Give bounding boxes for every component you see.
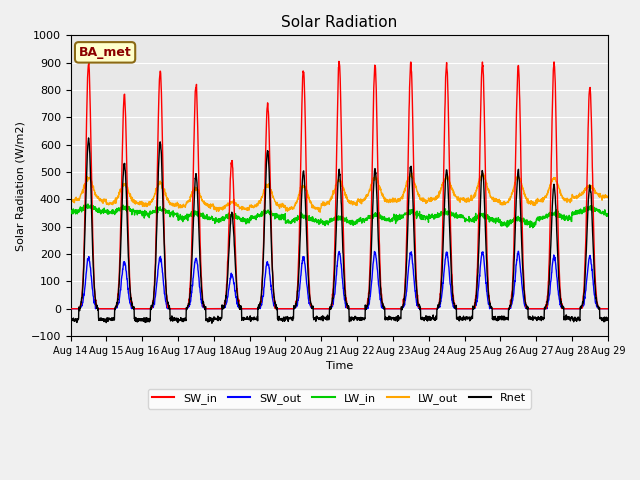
SW_out xyxy=(216,306,224,312)
LW_out xyxy=(572,195,579,201)
SW_in xyxy=(367,255,374,261)
Rnet xyxy=(67,316,74,322)
LW_in xyxy=(217,219,225,225)
LW_out xyxy=(557,189,564,195)
SW_in xyxy=(216,306,224,312)
SW_in xyxy=(604,306,611,312)
Line: SW_in: SW_in xyxy=(70,61,607,309)
Line: SW_out: SW_out xyxy=(70,251,607,309)
SW_out xyxy=(572,306,579,312)
SW_out xyxy=(67,306,74,312)
LW_out xyxy=(67,198,74,204)
Rnet xyxy=(355,317,363,323)
SW_out xyxy=(495,306,502,312)
LW_out xyxy=(216,206,224,212)
SW_out xyxy=(366,293,374,299)
Rnet xyxy=(572,317,579,323)
Line: Rnet: Rnet xyxy=(70,138,607,323)
SW_out xyxy=(355,306,362,312)
SW_in xyxy=(355,306,362,312)
SW_in xyxy=(67,306,74,312)
LW_in xyxy=(367,216,374,221)
Rnet xyxy=(604,315,611,321)
LW_in xyxy=(495,219,503,225)
LW_out xyxy=(408,170,415,176)
LW_out xyxy=(495,196,503,202)
LW_in xyxy=(84,201,92,207)
LW_out xyxy=(367,186,374,192)
Y-axis label: Solar Radiation (W/m2): Solar Radiation (W/m2) xyxy=(15,121,25,251)
SW_out xyxy=(556,302,564,308)
LW_in xyxy=(67,210,74,216)
LW_out xyxy=(604,194,611,200)
LW_out xyxy=(355,198,362,204)
Rnet xyxy=(208,320,216,326)
LW_in xyxy=(355,216,362,222)
SW_out xyxy=(515,248,522,254)
LW_in xyxy=(604,211,611,217)
LW_out xyxy=(316,209,324,215)
Rnet xyxy=(495,317,503,323)
Rnet xyxy=(84,135,92,141)
Text: BA_met: BA_met xyxy=(79,46,131,59)
Legend: SW_in, SW_out, LW_in, LW_out, Rnet: SW_in, SW_out, LW_in, LW_out, Rnet xyxy=(148,389,531,408)
SW_in xyxy=(335,59,343,64)
Rnet xyxy=(367,264,374,270)
SW_out xyxy=(604,306,611,312)
Title: Solar Radiation: Solar Radiation xyxy=(281,15,397,30)
LW_in xyxy=(557,214,564,220)
Rnet xyxy=(557,297,564,303)
SW_in xyxy=(572,306,579,312)
Line: LW_in: LW_in xyxy=(70,204,607,228)
X-axis label: Time: Time xyxy=(326,361,353,372)
LW_in xyxy=(529,225,536,231)
Rnet xyxy=(217,315,225,321)
Line: LW_out: LW_out xyxy=(70,173,607,212)
SW_in xyxy=(556,288,564,293)
SW_in xyxy=(495,306,503,312)
LW_in xyxy=(572,210,579,216)
